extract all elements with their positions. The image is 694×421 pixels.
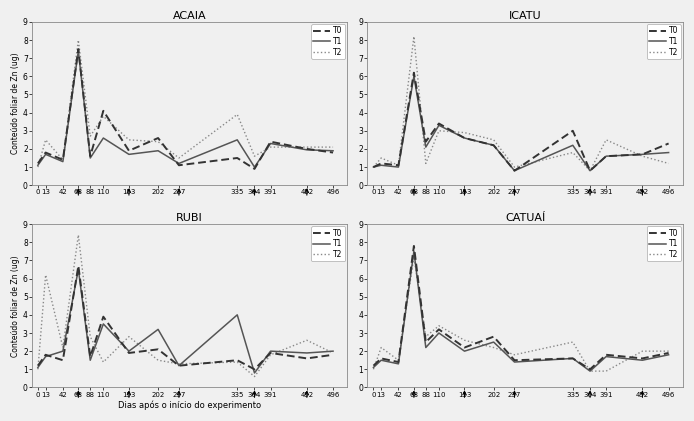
Legend: T0, T1, T2: T0, T1, T2 — [647, 24, 681, 59]
X-axis label: Dias após o início do experimento: Dias após o início do experimento — [118, 400, 261, 410]
Title: ICATU: ICATU — [509, 11, 541, 21]
Title: CATUAÍ: CATUAÍ — [505, 213, 545, 224]
Legend: T0, T1, T2: T0, T1, T2 — [311, 226, 345, 261]
Legend: T0, T1, T2: T0, T1, T2 — [311, 24, 345, 59]
Y-axis label: Conteúdo foliar de Zn (ug): Conteúdo foliar de Zn (ug) — [11, 53, 20, 155]
Title: RUBI: RUBI — [176, 213, 203, 224]
Y-axis label: Conteúdo foliar de Zn (ug): Conteúdo foliar de Zn (ug) — [11, 255, 20, 357]
Title: ACAIA: ACAIA — [173, 11, 206, 21]
Legend: T0, T1, T2: T0, T1, T2 — [647, 226, 681, 261]
